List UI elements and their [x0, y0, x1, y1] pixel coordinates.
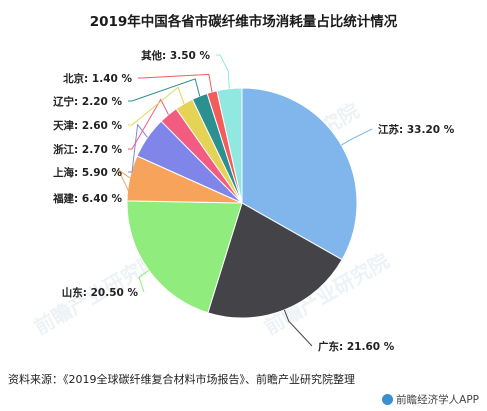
slice-7-leader-line: [128, 78, 201, 102]
slice-7-label: 辽宁: 2.20 %: [53, 95, 122, 108]
pie-labels: 江苏: 33.20 % 广东: 21.60 % 山东: 20.50 % 福建: 6.4…: [52, 49, 455, 353]
slice-2-leader-line: [138, 269, 150, 293]
slice-9: [216, 87, 243, 204]
slice-2: [126, 200, 243, 314]
source-note: 资料来源：《2019全球碳纤维复合材料市场报告》、前瞻产业研究院整理: [8, 373, 355, 386]
slice-6-leader-line: [128, 86, 185, 126]
slice-4-label: 上海: 5.90 %: [53, 166, 122, 179]
slice-9-leader-line: [216, 54, 230, 89]
slice-0-leader-line: [341, 128, 373, 146]
slice-2-label: 山东: 20.50 %: [62, 286, 139, 299]
slice-3-leader-line: [117, 168, 133, 199]
slice-3-label: 福建: 6.40 %: [52, 192, 122, 205]
slice-9-label: 其他: 3.50 %: [141, 49, 210, 62]
slice-5-leader-line: [128, 98, 169, 150]
pie-slices: [126, 87, 358, 319]
slice-1-label: 广东: 21.60 %: [318, 340, 395, 353]
brand-logo-icon: [382, 394, 394, 405]
slice-8-label: 北京: 1.40 %: [63, 72, 132, 85]
slice-1-leader-line: [283, 309, 313, 347]
brand-footer: 前瞻经济学人APP: [382, 392, 479, 407]
slice-6-label: 天津: 2.60 %: [53, 119, 122, 132]
slice-0: [241, 87, 358, 261]
slice-1: [207, 202, 343, 319]
slice-5-label: 浙江: 2.70 %: [53, 143, 122, 156]
slice-8-leader-line: [138, 73, 213, 93]
brand-text: 前瞻经济学人APP: [396, 394, 479, 406]
chart-title: 2019年中国各省市碳纤维市场消耗量占比统计情况: [89, 14, 398, 30]
slice-0-label: 江苏: 33.20 %: [378, 123, 455, 136]
